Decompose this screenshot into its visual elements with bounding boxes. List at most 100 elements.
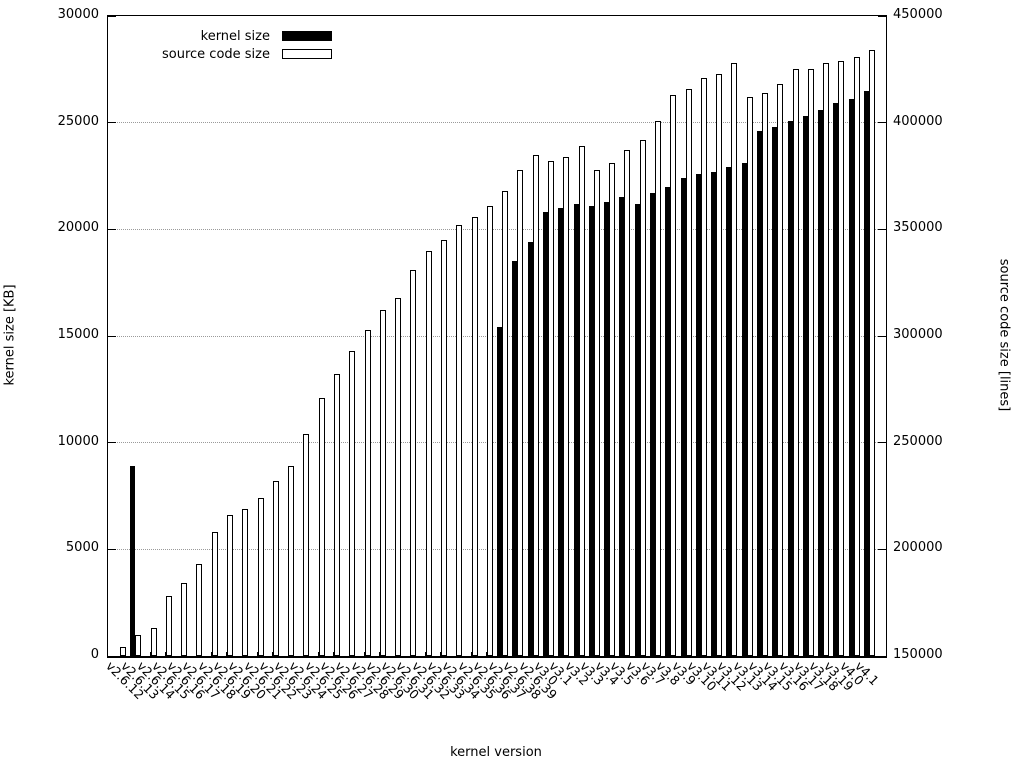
bar-source-code-size xyxy=(838,60,845,656)
bar-source-code-size xyxy=(303,434,310,656)
bar-source-code-size xyxy=(486,205,493,656)
bar-source-code-size xyxy=(761,92,768,656)
bar-source-code-size xyxy=(547,161,554,656)
bar-kernel-size xyxy=(512,261,518,656)
bar-source-code-size xyxy=(807,69,814,656)
gridline xyxy=(108,548,886,550)
y-axis-tick xyxy=(878,228,886,230)
bar-kernel-size xyxy=(497,327,503,656)
bar-source-code-size xyxy=(181,583,188,656)
bar-source-code-size xyxy=(823,62,830,656)
bar-source-code-size xyxy=(517,169,524,656)
bar-kernel-size xyxy=(833,103,839,656)
bar-source-code-size xyxy=(792,69,799,656)
bar-kernel-size xyxy=(772,126,778,656)
y-axis-tick-label: 5000 xyxy=(65,540,99,556)
bar-kernel-size xyxy=(726,167,732,656)
y-axis-tick-label: 0 xyxy=(90,647,99,662)
y-axis-tick xyxy=(878,548,886,550)
bar-kernel-size xyxy=(680,178,686,656)
y-axis-tick xyxy=(878,442,886,444)
bar-source-code-size xyxy=(654,120,661,656)
y-axis-tick xyxy=(878,335,886,337)
bar-kernel-size xyxy=(863,90,869,656)
y2-axis-tick-label: 300000 xyxy=(893,327,943,342)
bar-kernel-size xyxy=(130,466,136,656)
bar-source-code-size xyxy=(425,250,432,656)
bar-source-code-size xyxy=(746,97,753,656)
bar-source-code-size xyxy=(777,84,784,656)
y-axis-tick xyxy=(108,442,116,444)
bar-kernel-size xyxy=(573,203,579,656)
legend-row: source code size xyxy=(152,45,332,63)
y2-axis-tick-label: 450000 xyxy=(893,7,943,22)
bar-kernel-size xyxy=(588,205,594,656)
bar-source-code-size xyxy=(364,329,371,656)
bar-source-code-size xyxy=(639,139,646,656)
bar-source-code-size xyxy=(257,498,264,656)
bar-source-code-size xyxy=(349,350,356,656)
legend-label-kernel-size: kernel size xyxy=(200,28,270,44)
y2-axis-tick-label: 200000 xyxy=(893,540,943,556)
bar-source-code-size xyxy=(700,77,707,656)
bar-source-code-size xyxy=(471,216,478,656)
y-axis-tick-label: 25000 xyxy=(57,113,99,129)
y-axis-tick xyxy=(878,122,886,124)
y-axis-tick xyxy=(108,15,116,17)
bar-kernel-size xyxy=(848,99,854,656)
x-axis-title: kernel version xyxy=(450,745,542,760)
bar-source-code-size xyxy=(120,647,126,656)
bar-kernel-size xyxy=(802,116,808,656)
bar-source-code-size xyxy=(150,628,157,656)
y-axis-tick xyxy=(108,228,116,230)
y-axis-tick-label: 30000 xyxy=(57,7,99,22)
bar-source-code-size xyxy=(731,62,738,656)
gridline xyxy=(108,442,886,444)
y-axis-tick xyxy=(878,655,886,657)
bar-kernel-size xyxy=(787,120,793,656)
bar-kernel-size xyxy=(649,193,655,656)
bar-source-code-size xyxy=(135,634,142,656)
y-axis-tick xyxy=(108,122,116,124)
gridline xyxy=(108,122,886,124)
bar-kernel-size xyxy=(619,197,625,656)
bar-source-code-size xyxy=(502,190,509,656)
legend-label-source-code-size: source code size xyxy=(162,46,270,62)
bar-source-code-size xyxy=(685,88,692,656)
bar-kernel-size xyxy=(634,203,640,656)
bar-source-code-size xyxy=(318,397,325,656)
y-axis-tick xyxy=(108,655,116,657)
y2-axis-tick-label: 400000 xyxy=(893,113,943,129)
legend: kernel size source code size xyxy=(152,27,332,63)
plot-area xyxy=(107,15,887,658)
bar-kernel-size xyxy=(665,186,671,656)
legend-row: kernel size xyxy=(152,27,332,45)
bar-kernel-size xyxy=(741,163,747,656)
bar-source-code-size xyxy=(226,515,233,656)
bar-kernel-size xyxy=(818,109,824,656)
y-axis-tick-label: 20000 xyxy=(57,220,99,236)
bar-source-code-size xyxy=(456,225,463,656)
bar-kernel-size xyxy=(711,171,717,656)
y-axis-tick-label: 15000 xyxy=(57,327,99,342)
y2-axis-tick-label: 350000 xyxy=(893,220,943,236)
gridline xyxy=(108,335,886,337)
y-axis-tick xyxy=(878,15,886,17)
bar-source-code-size xyxy=(593,169,600,656)
legend-swatch-kernel-size-icon xyxy=(282,31,332,41)
bar-source-code-size xyxy=(379,310,386,656)
y-axis-tick-label: 10000 xyxy=(57,433,99,449)
bar-kernel-size xyxy=(604,201,610,656)
bar-source-code-size xyxy=(333,374,340,656)
bar-source-code-size xyxy=(578,146,585,656)
bar-source-code-size xyxy=(609,163,616,656)
bar-kernel-size xyxy=(527,242,533,656)
bar-kernel-size xyxy=(558,208,564,656)
bar-source-code-size xyxy=(211,532,218,656)
bar-source-code-size xyxy=(532,154,539,656)
gridline xyxy=(108,228,886,230)
bar-source-code-size xyxy=(242,508,249,656)
bar-source-code-size xyxy=(410,269,417,656)
y2-axis-tick-label: 250000 xyxy=(893,433,943,449)
